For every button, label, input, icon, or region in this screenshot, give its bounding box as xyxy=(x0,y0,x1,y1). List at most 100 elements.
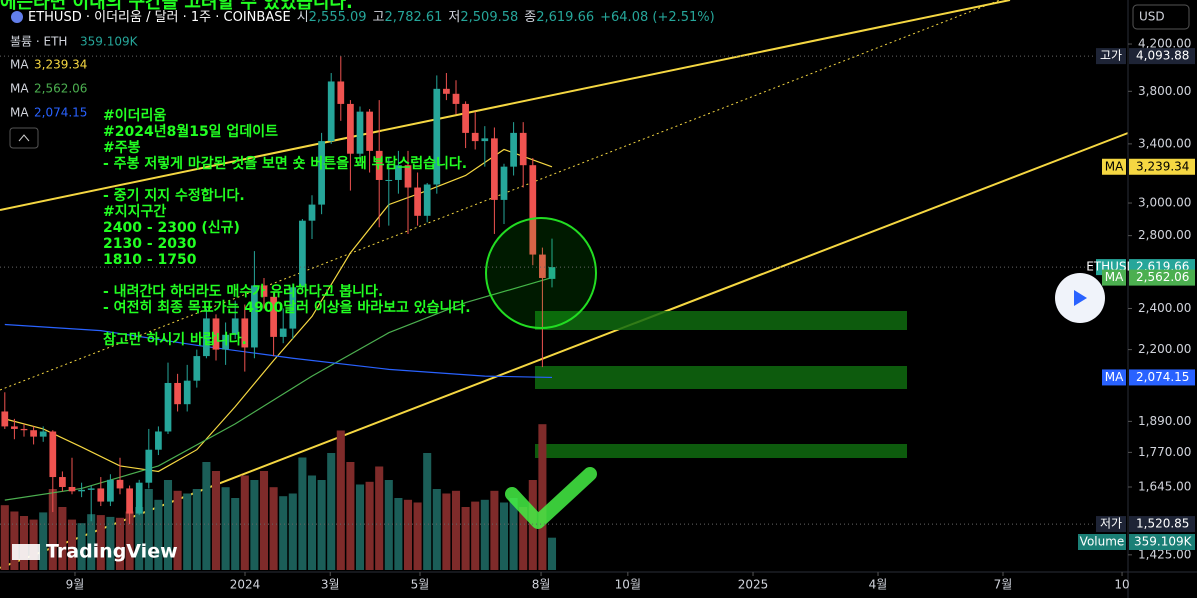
candle-body xyxy=(327,81,335,142)
candle-body xyxy=(500,166,508,200)
volume-bar xyxy=(432,489,441,570)
volume-bar xyxy=(509,498,518,570)
logo-icon xyxy=(12,544,40,560)
candle-body xyxy=(471,132,479,142)
ma-badge-name: MA xyxy=(1105,270,1124,284)
candle-body xyxy=(279,328,287,337)
ohlc-label: 고 xyxy=(373,10,385,25)
volume-bar xyxy=(298,457,307,570)
y-tick-label: 1,770.00 xyxy=(1138,445,1191,459)
candle-body xyxy=(222,334,229,350)
change: +64.08 (+2.51%) xyxy=(600,10,715,25)
symbol-icon xyxy=(11,11,23,23)
volume-bar xyxy=(355,484,365,570)
volume-bar xyxy=(394,498,403,570)
play-icon xyxy=(1074,290,1087,306)
legend-name: 볼륨 · ETH xyxy=(10,35,67,49)
ohlc-label: 시 xyxy=(297,10,309,25)
ohlc-label: 종 xyxy=(524,10,536,25)
candle-body xyxy=(164,382,172,432)
candle-body xyxy=(30,430,37,437)
badge-name-bg xyxy=(1096,48,1126,65)
volume-badge-bg xyxy=(1129,534,1195,550)
ohlc-value: 2,782.61 xyxy=(385,10,443,25)
collapse-button[interactable] xyxy=(9,127,39,149)
candle-body xyxy=(87,488,95,490)
annotation-line: #2024년8월15일 업데이트 xyxy=(103,123,278,140)
badge-label: 1,520.85 xyxy=(1136,517,1189,531)
candle-body xyxy=(97,488,105,502)
annotation-line: - 중기 지지 수정합니다. xyxy=(103,187,245,204)
volume-bar xyxy=(442,493,451,570)
currency: USD xyxy=(1139,10,1165,24)
badge-bg xyxy=(1129,48,1195,65)
candle-body xyxy=(155,431,162,450)
support-zone xyxy=(535,444,907,458)
badge-name: 저가 xyxy=(1100,517,1122,531)
volume-bar xyxy=(365,481,374,570)
badge-label: 4,093.88 xyxy=(1136,49,1189,63)
x-tick-label: 3월 xyxy=(321,578,340,592)
candle-body xyxy=(443,88,450,94)
candle-body xyxy=(299,220,306,288)
annotation-line: 참고만 하시기 바랍니다. xyxy=(103,331,247,348)
candle-body xyxy=(491,138,498,200)
candle-body xyxy=(519,132,527,166)
x-tick-label: 9월 xyxy=(66,578,85,592)
candle-body xyxy=(337,81,345,104)
volume-bar xyxy=(384,480,393,570)
legend-name: MA xyxy=(10,106,29,120)
annotation-line: 1810 - 1750 xyxy=(103,252,197,268)
volume-bar xyxy=(154,499,163,570)
currency-button[interactable] xyxy=(1132,4,1190,30)
candle-body xyxy=(347,103,354,154)
candle-body xyxy=(231,318,239,335)
volume-bar xyxy=(269,487,278,570)
candle-body xyxy=(183,380,191,405)
header: ETHUSD · 이더리움 / 달러 · 1주 · COINBASE 시2,555… xyxy=(28,10,715,25)
candle-body xyxy=(145,449,153,483)
collapse-icon xyxy=(18,134,30,142)
candle-body xyxy=(404,165,412,188)
x-tick-label: 5월 xyxy=(411,578,430,592)
annotation-line: 2400 - 2300 (신규) xyxy=(103,220,240,236)
volume-bar xyxy=(48,489,57,570)
ma-badge-label: 3,239.34 xyxy=(1136,159,1189,173)
candle-body xyxy=(107,479,114,502)
x-tick-label: 7월 xyxy=(994,578,1013,592)
volume-bar xyxy=(307,475,317,570)
volume-bar xyxy=(259,471,269,570)
candle-body xyxy=(49,431,57,478)
x-tick-label: 2024 xyxy=(230,578,261,592)
candle-body xyxy=(481,138,489,142)
annotation-line: - 여전히 최종 목표가는 4900달러 이상을 바라보고 있습니다. xyxy=(103,299,471,316)
candle-body xyxy=(510,132,517,167)
volume-badge-name: Volume xyxy=(1080,535,1125,549)
volume-bar xyxy=(163,480,173,570)
x-tick-label: 2025 xyxy=(738,578,769,592)
annotation-line: #이더리움 xyxy=(103,107,166,124)
x-tick-label: 8월 xyxy=(532,578,551,592)
candle-body xyxy=(193,356,201,381)
annotation-line: - 내려간다 하더라도 매수가 유리하다고 봅니다. xyxy=(103,283,383,300)
legend-value: 2,074.15 xyxy=(34,106,87,120)
volume-bar xyxy=(39,512,48,570)
candle-body xyxy=(68,486,76,492)
volume-bar xyxy=(106,516,115,570)
volume-bar xyxy=(327,453,336,570)
candle-body xyxy=(356,111,364,154)
volume-bar xyxy=(173,490,182,570)
volume-bar xyxy=(19,516,29,570)
volume-bar xyxy=(480,499,489,570)
volume-bar xyxy=(499,502,509,570)
candle-body xyxy=(11,426,18,429)
candle-body xyxy=(375,150,383,180)
volume-bar xyxy=(461,507,470,570)
candle-body xyxy=(126,488,133,514)
volume-bar xyxy=(221,487,230,570)
ma-badge-name-bg xyxy=(1102,269,1126,286)
volume-badge-label: 359.109K xyxy=(1134,535,1193,549)
volume-bar xyxy=(0,505,9,570)
x-tick-label: 10월 xyxy=(615,578,641,592)
volume-bar xyxy=(115,517,125,570)
